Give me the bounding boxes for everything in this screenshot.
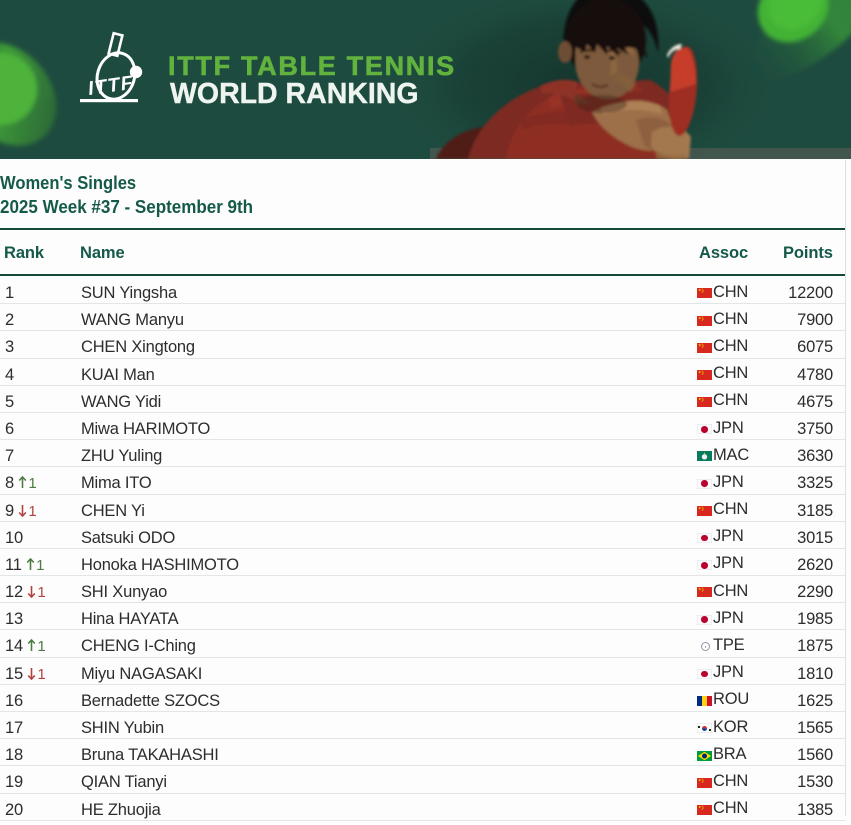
svg-text:ITTF: ITTF [87,72,136,100]
